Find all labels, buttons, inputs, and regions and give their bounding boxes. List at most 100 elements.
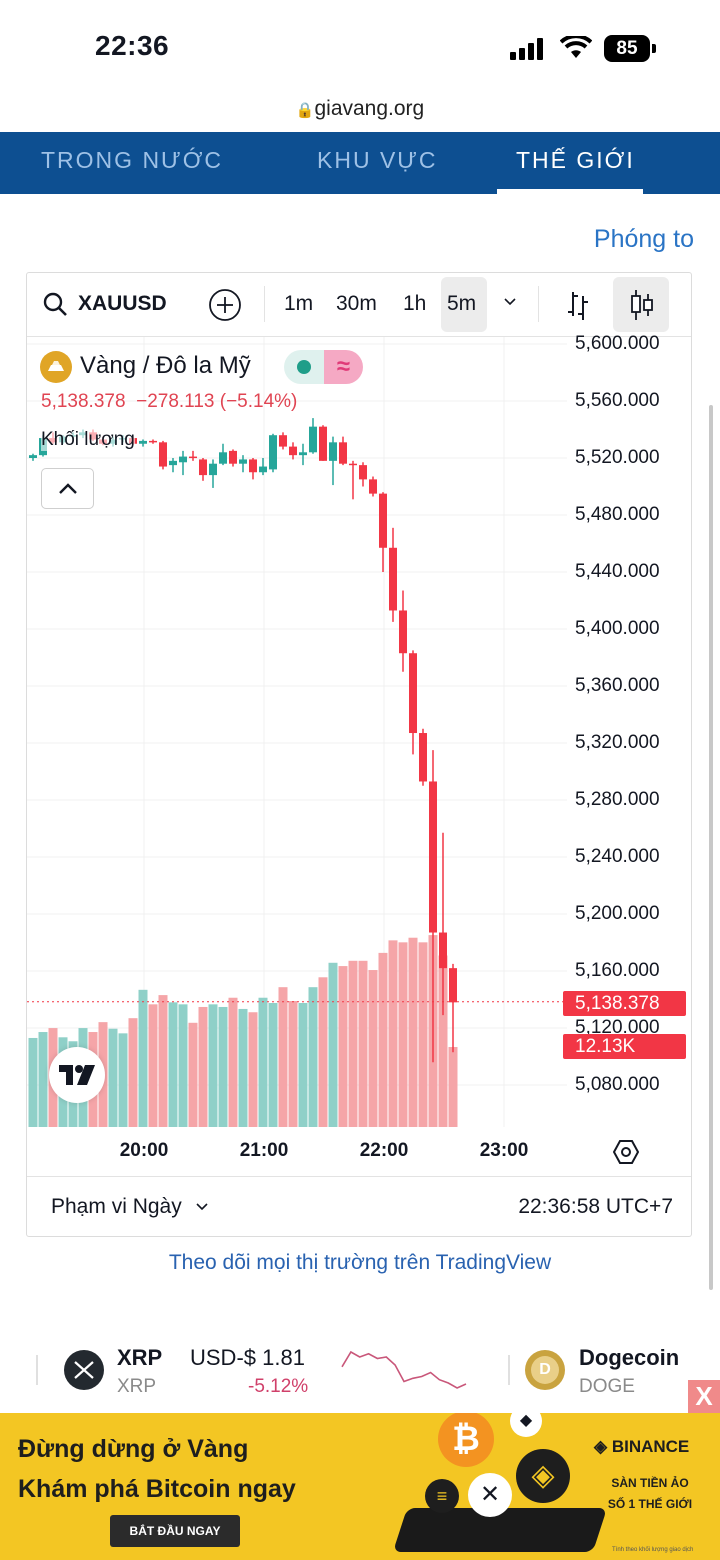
xrp-change: -5.12% [248, 1376, 309, 1397]
bars-chart-icon[interactable] [564, 288, 592, 322]
volume-bar [238, 1008, 248, 1127]
market-status-pill[interactable]: ≈ [284, 350, 363, 384]
price-tick-label: 5,400.000 [575, 618, 660, 639]
scrollbar[interactable] [709, 405, 713, 1290]
chevron-down-icon[interactable] [502, 296, 518, 308]
candle-body [439, 932, 447, 969]
volume-bar [438, 955, 448, 1127]
volume-bar [218, 1006, 228, 1127]
candle-body [179, 456, 187, 463]
interval-1m[interactable]: 1m [284, 292, 314, 315]
ad-banner[interactable]: Đừng dừng ở Vàng Khám phá Bitcoin ngay B… [0, 1413, 720, 1560]
candle-body [299, 452, 307, 456]
volume-bar [378, 952, 388, 1127]
volume-bar [348, 960, 358, 1127]
xrp-name[interactable]: XRP [117, 1345, 163, 1370]
interval-5m[interactable]: 5m [447, 292, 477, 315]
xrp-price: USD-$ 1.81 [190, 1345, 305, 1370]
add-compare-icon[interactable] [208, 288, 242, 322]
price-tick-label: 5,440.000 [575, 561, 660, 582]
volume-bar [28, 1037, 38, 1127]
volume-bar [448, 1047, 458, 1127]
solana-coin-icon: ≡ [425, 1479, 459, 1513]
tradingview-logo[interactable] [49, 1047, 105, 1103]
url-text: giavang.org [314, 97, 425, 120]
toolbar-separator [264, 286, 265, 322]
candle-body [369, 479, 377, 494]
address-bar[interactable]: 🔒giavang.org [0, 97, 720, 121]
volume-bar [288, 1001, 298, 1127]
candle-body [419, 733, 427, 782]
search-icon[interactable] [42, 291, 68, 317]
last-price-tag: 5,138.378 [563, 991, 686, 1016]
candle-body [389, 547, 397, 611]
volume-legend: Khối lượng [41, 429, 135, 451]
candle-body [239, 459, 247, 464]
price-change: 5,138.378 −278.113 (−5.14%) [41, 391, 297, 413]
sparkline-path [341, 1350, 467, 1389]
ad-start-button[interactable]: BẮT ĐẦU NGAY [110, 1515, 240, 1547]
tab-khu-vuc[interactable]: KHU VỰC [317, 147, 438, 173]
tradingview-link[interactable]: Theo dõi mọi thị trường trên TradingView [168, 1251, 552, 1274]
collapse-legend-button[interactable] [41, 468, 94, 509]
candle-body [199, 459, 207, 476]
candle-body [29, 455, 37, 458]
price-tick-label: 5,160.000 [575, 960, 660, 981]
xrp-icon [64, 1350, 104, 1390]
candle-body [169, 460, 177, 466]
binance-brand: BINANCE [611, 1437, 690, 1456]
dogecoin-icon: D [525, 1350, 565, 1390]
interval-30m[interactable]: 30m [336, 292, 377, 315]
candle-body [279, 435, 287, 447]
settings-icon[interactable] [613, 1139, 639, 1165]
volume-bar [158, 995, 168, 1127]
candle-body [379, 493, 387, 548]
volume-bar [318, 977, 328, 1127]
volume-bar [138, 989, 148, 1127]
zoom-link[interactable]: Phóng to [593, 225, 694, 253]
volume-bar [118, 1033, 128, 1127]
volume-bar [258, 997, 268, 1127]
toolbar-divider [27, 336, 691, 337]
volume-bar [298, 1003, 308, 1127]
chevron-down-icon [195, 1203, 208, 1211]
candle-body [399, 610, 407, 654]
range-label: Phạm vi Ngày [51, 1195, 182, 1218]
ticker-divider [36, 1355, 38, 1385]
price-tick-label: 5,480.000 [575, 504, 660, 525]
volume-bar [368, 970, 378, 1127]
volume-bar [178, 1004, 188, 1127]
price-tick-label: 5,360.000 [575, 675, 660, 696]
candles-chart-icon[interactable] [628, 288, 656, 322]
symbol-search[interactable]: XAUUSD [78, 292, 167, 315]
tab-the-gioi[interactable]: THẾ GIỚI [516, 147, 635, 173]
volume-bar [308, 987, 318, 1127]
footer-divider [27, 1176, 691, 1177]
ad-tagline-2: SỐ 1 THẾ GIỚI [607, 1497, 693, 1511]
candle-body [209, 463, 217, 476]
candle-body [349, 463, 357, 466]
toolbar-separator [538, 286, 539, 322]
chart-clock[interactable]: 22:36:58 UTC+7 [518, 1195, 673, 1218]
candle-body [359, 465, 367, 480]
candle-body [149, 440, 157, 443]
interval-1h[interactable]: 1h [403, 292, 427, 315]
last-price: 5,138.378 [41, 391, 126, 412]
doge-name[interactable]: Dogecoin [579, 1345, 680, 1370]
date-range-dropdown[interactable]: Phạm vi Ngày [51, 1195, 210, 1219]
close-ad-button[interactable]: X [688, 1380, 720, 1413]
wifi-icon [560, 36, 592, 58]
price-tick-label: 5,600.000 [575, 333, 660, 354]
volume-bar [388, 940, 398, 1127]
volume-bar [148, 1004, 158, 1127]
tab-trong-nuoc[interactable]: TRONG NƯỚC [41, 147, 224, 173]
volume-bar [208, 1004, 218, 1127]
volume-bar [38, 1032, 48, 1127]
change-value: −278.113 [136, 391, 215, 412]
symbol-title: Vàng / Đô la Mỹ [80, 352, 251, 379]
gold-icon [40, 351, 72, 383]
active-tab-indicator [497, 189, 643, 194]
candle-body [189, 456, 197, 459]
xrp-symbol: XRP [117, 1376, 157, 1397]
binance-logo-icon: ◈ [594, 1437, 608, 1456]
